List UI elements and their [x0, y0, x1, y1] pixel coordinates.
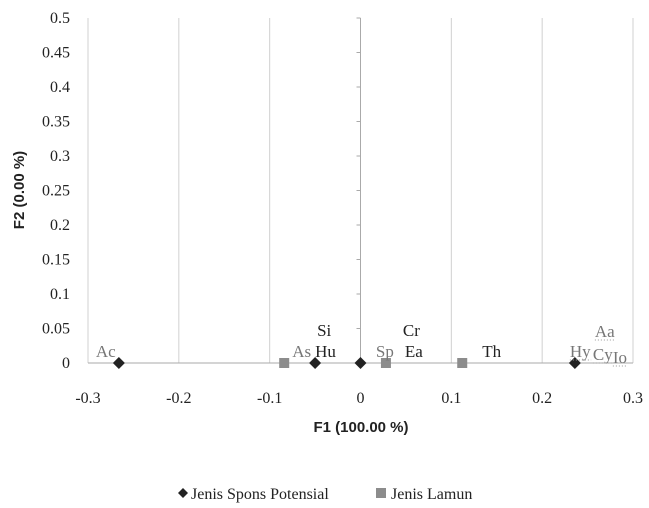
point-label: Hy	[570, 342, 591, 361]
legend-square-marker	[376, 488, 386, 498]
point-label: Aa	[595, 322, 615, 341]
point-label: Sp	[376, 342, 394, 361]
x-axis-title: F1 (100.00 %)	[313, 419, 408, 436]
x-tick-label: 0.2	[532, 390, 552, 407]
point-label: Ac	[96, 342, 116, 361]
legend-entry-lamun: Jenis Lamun	[391, 486, 472, 503]
point-label: Th	[482, 342, 501, 361]
y-tick-label: 0.05	[42, 321, 70, 338]
y-tick-label: 0	[62, 355, 70, 372]
x-tick-label: 0	[357, 390, 365, 407]
y-tick-label: 0.2	[50, 217, 70, 234]
point-label: Ea	[405, 342, 423, 361]
point-label: Io	[613, 348, 627, 367]
y-tick-label: 0.3	[50, 148, 70, 165]
data-point-diamond	[309, 357, 322, 369]
legend-entry-spons: Jenis Spons Potensial	[191, 486, 329, 503]
y-tick-label: 0.25	[42, 183, 70, 200]
data-point-diamond	[112, 357, 125, 369]
x-tick-label: -0.1	[257, 390, 282, 407]
legend: Jenis Spons Potensial Jenis Lamun	[178, 486, 472, 503]
point-label: As	[292, 342, 311, 361]
grid	[87, 18, 634, 363]
axes	[88, 17, 633, 364]
data-points	[112, 357, 581, 369]
y-axis-title: F2 (0.00 %)	[11, 151, 28, 229]
data-point-diamond	[568, 357, 581, 369]
point-label: Si	[317, 321, 331, 340]
y-tick-label: 0.45	[42, 45, 70, 62]
point-labels: Ac As Hu Si Sp Ea Cr Th Hy Cy Io Aa	[96, 321, 628, 367]
y-tick-label: 0.15	[42, 252, 70, 269]
x-tick-label: -0.3	[75, 390, 100, 407]
y-tick-label: 0.35	[42, 114, 70, 131]
data-point-square	[380, 358, 391, 368]
point-label: Cr	[403, 321, 420, 340]
point-label: Hu	[315, 342, 336, 361]
y-tick-label: 0.5	[50, 10, 70, 27]
data-point-square	[457, 358, 468, 368]
data-point-square	[279, 358, 290, 368]
point-label: Cy	[593, 345, 613, 364]
x-tick-label: 0.3	[623, 390, 643, 407]
y-tick-label: 0.4	[50, 79, 70, 96]
x-tick-label: 0.1	[441, 390, 461, 407]
tick-labels: -0.3 -0.2 -0.1 0 0.1 0.2 0.3 0 0.05 0.1 0.15 0.2 0.2…	[42, 10, 643, 407]
data-point-diamond	[354, 357, 367, 369]
x-tick-label: -0.2	[166, 390, 191, 407]
y-tick-label: 0.1	[50, 286, 70, 303]
legend-diamond-marker	[178, 488, 188, 498]
